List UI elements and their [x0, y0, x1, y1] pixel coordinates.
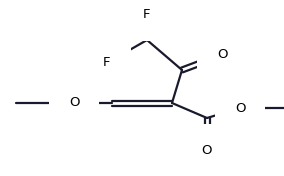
Text: O: O [217, 49, 227, 61]
Text: F: F [103, 56, 111, 70]
Text: F: F [143, 8, 151, 21]
Text: O: O [235, 102, 245, 115]
Text: O: O [202, 143, 212, 156]
Text: O: O [69, 96, 79, 109]
